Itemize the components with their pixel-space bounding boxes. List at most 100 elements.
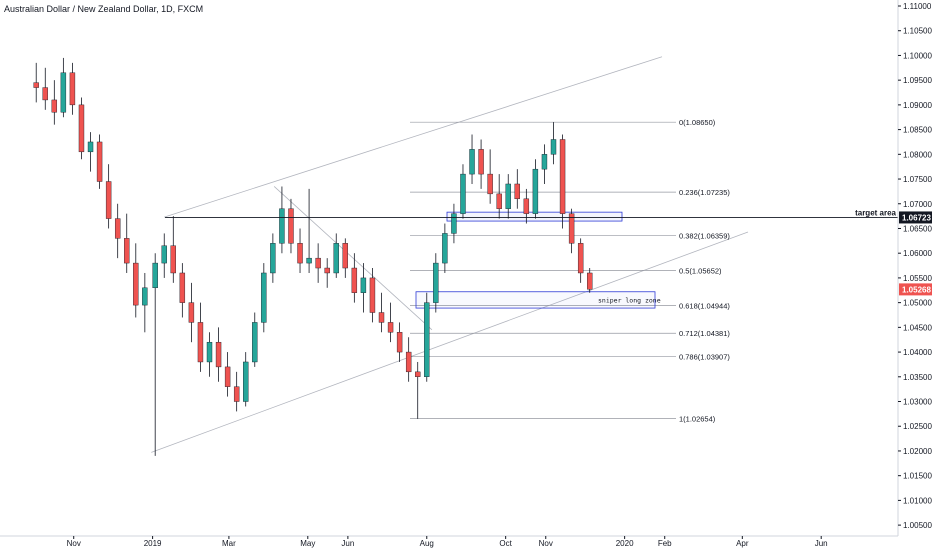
candle-body xyxy=(451,213,457,234)
candle-body xyxy=(179,272,186,303)
candle-body xyxy=(360,277,367,293)
y-tick-label: 1.04500 xyxy=(903,323,932,332)
candle-body xyxy=(424,302,430,377)
y-tick-label: 1.07000 xyxy=(903,200,932,209)
candle-body xyxy=(306,257,312,264)
fib-level-label: 0.236(1.07235) xyxy=(679,188,730,197)
candle-body xyxy=(568,213,575,244)
x-tick-label: 2019 xyxy=(144,539,162,548)
y-tick-label: 1.01500 xyxy=(903,472,932,481)
candle-body xyxy=(478,149,484,175)
candle-body xyxy=(215,341,222,368)
x-tick-label: Apr xyxy=(736,539,749,548)
candle-body xyxy=(33,82,39,88)
candle-body xyxy=(279,208,285,244)
candle-body xyxy=(487,173,493,195)
candle-body xyxy=(523,198,530,214)
y-axis-background xyxy=(898,0,932,550)
candle-body xyxy=(415,371,421,377)
candle-body xyxy=(69,72,76,106)
candle-body xyxy=(124,238,130,264)
candle-body xyxy=(105,181,112,219)
candle-body xyxy=(270,243,276,274)
candle-body xyxy=(387,322,394,333)
fib-level-label: 0.786(1.03907) xyxy=(679,353,730,362)
y-tick-label: 1.01000 xyxy=(903,496,932,505)
price-tags: 1.06723 1.05268 xyxy=(899,211,932,296)
y-tick-label: 1.05000 xyxy=(903,299,932,308)
fibonacci-retracement: 0(1.08650) 0.236(1.07235) 0.382(1.06359) 0.… xyxy=(410,118,730,424)
candle-body xyxy=(142,287,148,306)
target-area-label: target area xyxy=(855,208,896,217)
y-tick-label: 1.00500 xyxy=(903,521,932,530)
trend-line xyxy=(273,186,433,331)
trend-line xyxy=(151,294,577,453)
trend-line-extension xyxy=(576,231,749,296)
candle-body xyxy=(587,272,593,290)
x-tick-label: May xyxy=(300,539,315,548)
candle-body xyxy=(532,168,539,214)
candle-body xyxy=(188,302,195,323)
candle-body xyxy=(460,173,466,214)
trend-line-extension xyxy=(550,56,663,93)
chart-title: Australian Dollar / New Zealand Dollar, … xyxy=(4,4,204,14)
candle-body xyxy=(152,262,158,289)
last-price-tag-text: 1.05268 xyxy=(902,285,931,294)
y-tick-label: 1.06000 xyxy=(903,249,932,258)
candle-body xyxy=(505,183,511,209)
candle-body xyxy=(405,351,412,373)
y-tick-label: 1.03000 xyxy=(903,398,932,407)
fib-level-label: 0.712(1.04381) xyxy=(679,329,730,338)
candle-body xyxy=(161,245,167,264)
y-tick-label: 1.03500 xyxy=(903,373,932,382)
candle-body xyxy=(342,243,348,269)
candle-body xyxy=(78,104,85,153)
candle-body xyxy=(315,257,321,269)
candle-body xyxy=(197,322,204,363)
candle-body xyxy=(261,272,267,323)
candle-body xyxy=(396,332,403,353)
candle-body xyxy=(433,262,439,303)
y-tick-label: 1.09000 xyxy=(903,101,932,110)
y-tick-label: 1.06500 xyxy=(903,224,932,233)
x-tick-label: Feb xyxy=(658,539,672,548)
candle-body xyxy=(133,262,139,306)
x-tick-label: 2020 xyxy=(616,539,634,548)
candle-body xyxy=(206,341,213,363)
last-price-tag xyxy=(899,283,932,296)
candle-body xyxy=(577,243,584,274)
candle-body xyxy=(351,267,358,293)
fib-level-label: 0(1.08650) xyxy=(679,118,716,127)
target-price-tag xyxy=(899,211,932,224)
candle-body xyxy=(369,277,376,313)
x-tick-label: Nov xyxy=(539,539,553,548)
candle-body xyxy=(442,233,448,264)
candle-body xyxy=(42,87,48,101)
candle-body xyxy=(514,183,520,200)
candle-body xyxy=(60,72,67,113)
target-area-line: target area xyxy=(165,208,898,218)
candle-body xyxy=(87,141,94,153)
y-tick-label: 1.04000 xyxy=(903,348,932,357)
x-axis-background xyxy=(0,536,898,550)
candle-body xyxy=(51,99,58,113)
candles xyxy=(33,57,593,456)
candle-body xyxy=(297,243,303,264)
y-tick-label: 1.05500 xyxy=(903,274,932,283)
x-tick-label: Aug xyxy=(420,539,434,548)
candle-body xyxy=(333,243,339,274)
y-tick-label: 1.08000 xyxy=(903,150,932,159)
candle-body xyxy=(243,361,249,402)
fib-level-label: 0.382(1.06359) xyxy=(679,231,730,240)
x-tick-label: Nov xyxy=(67,539,81,548)
x-tick-label: Oct xyxy=(499,539,512,548)
x-axis: Nov 2019 Mar May Jun Aug Oct Nov 2020 Feb Apr Jun xyxy=(0,535,898,550)
long-zone-note: sniper long zone xyxy=(598,296,661,304)
target-price-tag-text: 1.06723 xyxy=(902,213,931,222)
candle-body xyxy=(378,312,385,323)
candle-body xyxy=(496,193,502,209)
candle-body xyxy=(324,267,330,274)
candle-body xyxy=(114,218,121,239)
trendlines xyxy=(151,56,749,453)
